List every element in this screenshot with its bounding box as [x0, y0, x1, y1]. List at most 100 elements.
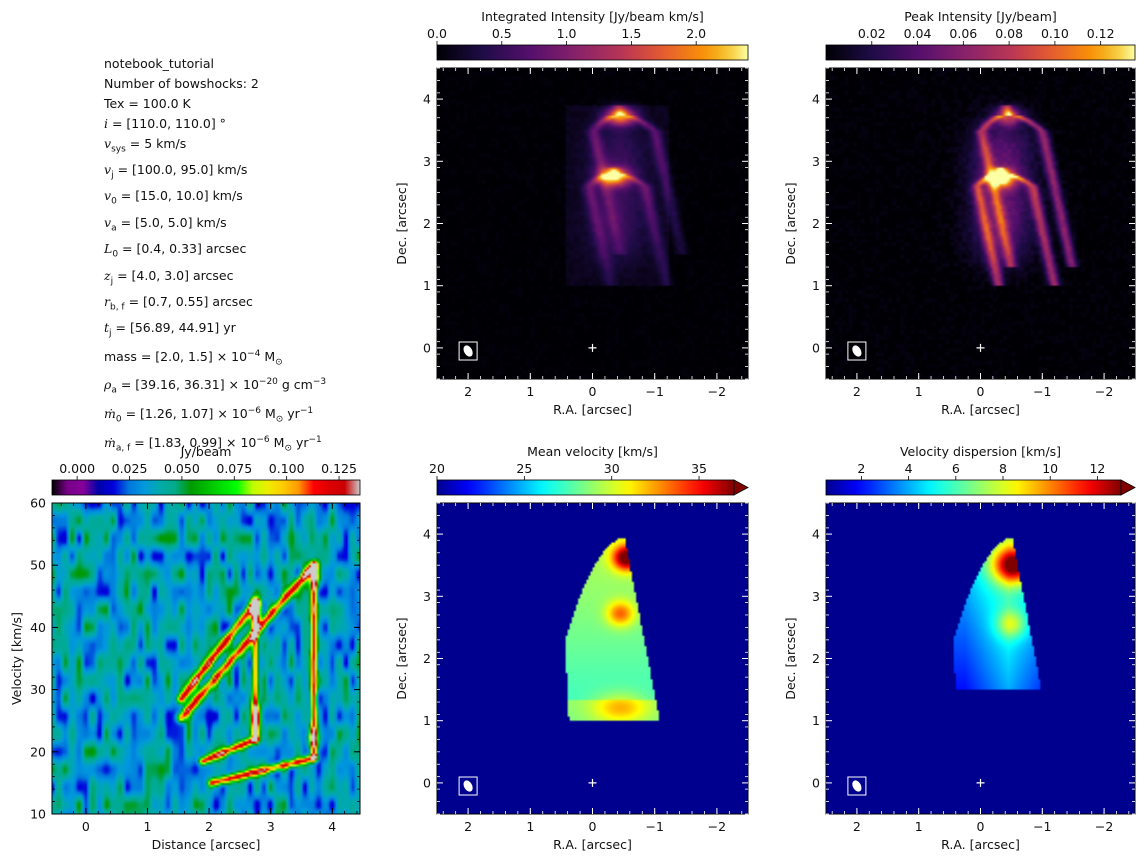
x-tick-label: 4 — [328, 819, 336, 834]
param-zj: zj = [4.0, 3.0] arcsec — [104, 267, 234, 287]
y-tick-label: 30 — [30, 682, 46, 697]
colorbar-tick-label: 0.050 — [164, 461, 200, 476]
colorbar-tick-label: 0.06 — [949, 26, 977, 41]
param-va: va = [5.0, 5.0] km/s — [104, 214, 227, 234]
beam-ellipse — [463, 780, 473, 792]
colorbar-tick-label: 20 — [429, 461, 445, 476]
y-tick-label: 2 — [812, 651, 820, 666]
y-tick-label: 1 — [812, 278, 820, 293]
source-marker — [976, 778, 985, 787]
x-axis-label: Distance [arcsec] — [152, 837, 261, 852]
y-tick-label: 2 — [812, 216, 820, 231]
x-axis-label: R.A. [arcsec] — [941, 402, 1020, 417]
panel-pv: 0.000 0.025 0.050 0.075 0.100 0.125 Jy/beam 0 1 2… — [9, 444, 361, 852]
param-rho: ρa = [39.16, 36.31] × 10−20 g cm−3 — [104, 377, 327, 397]
colorbar-tick-label: 12 — [1089, 461, 1105, 476]
y-tick-label: 20 — [30, 744, 46, 759]
y-tick-label: 60 — [30, 496, 46, 511]
colorbar-tick-label: 30 — [604, 461, 620, 476]
y-tick-label: 4 — [812, 527, 820, 542]
x-tick-label: 0 — [977, 819, 985, 834]
colorbar-title: Mean velocity [km/s] — [527, 444, 658, 459]
colorbar-title: Integrated Intensity [Jy/beam km/s] — [481, 9, 703, 24]
colorbar-tick-label: 1.5 — [621, 26, 641, 41]
colorbar-extend-arrow — [1120, 479, 1136, 496]
param-L0: L0 = [0.4, 0.33] arcsec — [104, 241, 247, 260]
beam-box — [847, 341, 867, 361]
colorbar-tick-label: 0.12 — [1087, 26, 1115, 41]
param-vj: vj = [100.0, 95.0] km/s — [104, 162, 248, 181]
y-tick-label: 2 — [423, 651, 431, 666]
x-tick-label: −2 — [708, 384, 726, 399]
beam-box — [847, 776, 867, 796]
param-i: i = [110.0, 110.0] ° — [104, 115, 226, 131]
source-marker — [976, 343, 985, 352]
colorbar-tick-label: 1.0 — [557, 26, 577, 41]
y-tick-label: 4 — [423, 92, 431, 107]
beam-ellipse — [852, 345, 862, 357]
y-tick-label: 50 — [30, 558, 46, 573]
param-v0: v0 = [15.0, 10.0] km/s — [104, 188, 243, 207]
param-mass: mass = [2.0, 1.5] × 10−4 M⊙ — [104, 348, 283, 368]
y-tick-label: 2 — [423, 216, 431, 231]
y-tick-label: 4 — [423, 527, 431, 542]
beam-box — [458, 341, 478, 361]
x-tick-label: 2 — [464, 819, 472, 834]
panel-mom1: 20 25 30 35 Mean velocity [km/s] 2 1 0 −1 −2 0 1 2 3 4… — [394, 444, 749, 852]
y-tick-label: 3 — [423, 589, 431, 604]
y-axis-label: Dec. [arcsec] — [394, 182, 409, 264]
source-marker — [588, 778, 597, 787]
colorbar-tick-label: 0.02 — [858, 26, 886, 41]
colorbar-tick-label: 8 — [999, 461, 1007, 476]
y-tick-label: 0 — [423, 340, 431, 355]
x-tick-label: −1 — [645, 819, 663, 834]
parameter-text: notebook_tutorial Number of bowshocks: 2… — [104, 54, 326, 459]
x-tick-label: 0 — [589, 384, 597, 399]
y-tick-label: 1 — [812, 713, 820, 728]
colorbar-tick-label: 25 — [516, 461, 532, 476]
colorbar — [436, 44, 749, 61]
x-axis-label: R.A. [arcsec] — [941, 837, 1020, 852]
x-tick-label: −2 — [1095, 819, 1113, 834]
y-tick-label: 0 — [812, 340, 820, 355]
colorbar-tick-label: 0.125 — [321, 461, 357, 476]
colorbar-tick-label: 2 — [857, 461, 865, 476]
colorbar-tick-label: 0.075 — [216, 461, 252, 476]
y-axis-label: Velocity [km/s] — [9, 612, 24, 705]
colorbar-tick-label: 0.04 — [904, 26, 932, 41]
y-tick-label: 10 — [30, 807, 46, 822]
colorbar-title: Peak Intensity [Jy/beam] — [904, 9, 1057, 24]
colorbar — [825, 44, 1136, 61]
x-tick-label: 0 — [82, 819, 90, 834]
x-tick-label: 0 — [977, 384, 985, 399]
panel-mom0: 0.0 0.5 1.0 1.5 2.0 Integrated Intensity [Jy/… — [394, 9, 749, 417]
beam-ellipse — [852, 780, 862, 792]
heatmap-image — [52, 503, 360, 814]
colorbar-tick-label: 0.100 — [269, 461, 305, 476]
y-axis-label: Dec. [arcsec] — [783, 617, 798, 699]
heatmap-image — [437, 68, 748, 379]
colorbar-tick-label: 2.0 — [686, 26, 706, 41]
x-tick-label: −1 — [645, 384, 663, 399]
x-tick-label: 1 — [526, 384, 534, 399]
y-tick-label: 40 — [30, 620, 46, 635]
beam-ellipse — [463, 345, 473, 357]
colorbar — [825, 479, 1122, 496]
source-marker — [588, 343, 597, 352]
y-tick-label: 3 — [812, 154, 820, 169]
y-tick-label: 4 — [812, 92, 820, 107]
colorbar-tick-label: 0.0 — [427, 26, 447, 41]
colorbar-extend-arrow — [733, 479, 749, 496]
colorbar-title: Velocity dispersion [km/s] — [900, 444, 1061, 459]
colorbar-tick-label: 10 — [1042, 461, 1058, 476]
param-tex: Tex = 100.0 K — [104, 95, 191, 111]
colorbar-tick-label: 0.5 — [492, 26, 512, 41]
y-axis-label: Dec. [arcsec] — [394, 617, 409, 699]
x-tick-label: 2 — [853, 384, 861, 399]
x-tick-label: 0 — [589, 819, 597, 834]
x-tick-label: −1 — [1033, 819, 1051, 834]
colorbar-tick-label: 0.10 — [1041, 26, 1069, 41]
heatmap-image — [826, 503, 1135, 814]
